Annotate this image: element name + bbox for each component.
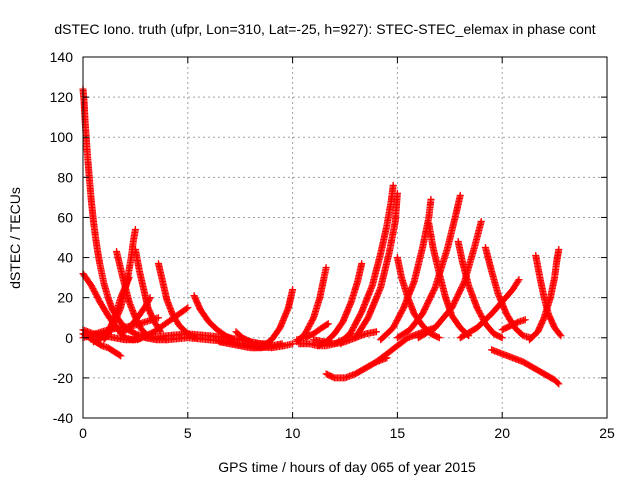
data-point [131,225,139,233]
data-series-arc [100,225,139,344]
data-point [115,351,123,359]
data-series-arc [532,252,565,340]
data-point [555,380,563,388]
data-point [435,334,443,342]
data-series-arc [351,189,401,342]
data-series-arc [117,294,154,338]
data-point [289,340,297,348]
data-point [514,277,522,285]
x-tick-label: 20 [494,425,510,441]
y-tick-label: 120 [50,89,74,105]
data-point [135,320,143,328]
data-point [554,379,562,387]
data-series-arc [251,286,297,352]
data-point [498,334,506,342]
y-tick-label: -20 [53,370,73,386]
data-series-arc [456,276,523,342]
data-point [393,189,401,197]
data-point [515,276,523,284]
x-axis-label: GPS time / hours of day 065 of year 2015 [218,459,476,475]
data-point [477,217,485,225]
data-point [372,328,380,336]
y-tick-label: 100 [50,129,74,145]
data-point [278,340,286,348]
data-point [136,323,144,331]
data-series-arc [414,217,485,342]
data-point [322,264,330,272]
y-tick-label: 80 [57,169,73,185]
data-point [389,181,397,189]
y-tick-label: 40 [57,250,73,266]
data-point [556,330,564,338]
data-point [309,315,317,323]
data-point [182,305,190,313]
data-point [430,285,438,293]
chart-title: dSTEC Iono. truth (ufpr, Lon=310, Lat=-2… [54,21,595,37]
x-tick-label: 10 [285,425,301,441]
data-point [146,294,154,302]
data-series-arc [525,246,563,344]
y-tick-label: 60 [57,209,73,225]
data-point [427,195,435,203]
data-point [184,304,192,312]
data-point [521,316,529,324]
data-series-arc [393,254,443,342]
y-tick-label: 20 [57,290,73,306]
data-point [456,191,464,199]
y-axis-ticks: -40 -20 0 20 40 60 80 100 120 140 [50,49,607,426]
data-point [460,279,468,287]
y-axis-label: dSTEC / TECUs [7,187,23,289]
x-tick-label: 15 [390,425,406,441]
data-point [358,260,366,268]
x-tick-label: 25 [599,425,615,441]
grid [83,57,607,418]
data-point [555,246,563,254]
data-series-arc [498,316,529,334]
data-point [145,295,153,303]
data-point [135,321,143,329]
data-series-arc [79,85,171,344]
y-tick-label: 0 [65,330,73,346]
data-series-arc [190,292,238,344]
data-point [324,320,332,328]
data-series-arc [314,260,366,350]
x-tick-label: 0 [79,425,87,441]
data-point [289,286,297,294]
data-series-arc [337,181,397,348]
plot-frame [82,56,608,419]
y-tick-label: -40 [53,410,73,426]
data-point [323,321,331,329]
data-series-arc [293,264,330,346]
data-point [497,333,505,341]
data-series-arc [488,346,563,388]
data-point [154,314,162,322]
y-tick-label: 140 [50,49,74,65]
data-point [245,337,253,345]
data-point [117,352,125,360]
data-point [557,332,565,340]
x-tick-label: 5 [184,425,192,441]
data-point [434,333,442,341]
x-axis-ticks: 0 5 10 15 20 25 [79,57,615,441]
data-points [79,85,565,388]
data-series-arc [393,191,464,342]
